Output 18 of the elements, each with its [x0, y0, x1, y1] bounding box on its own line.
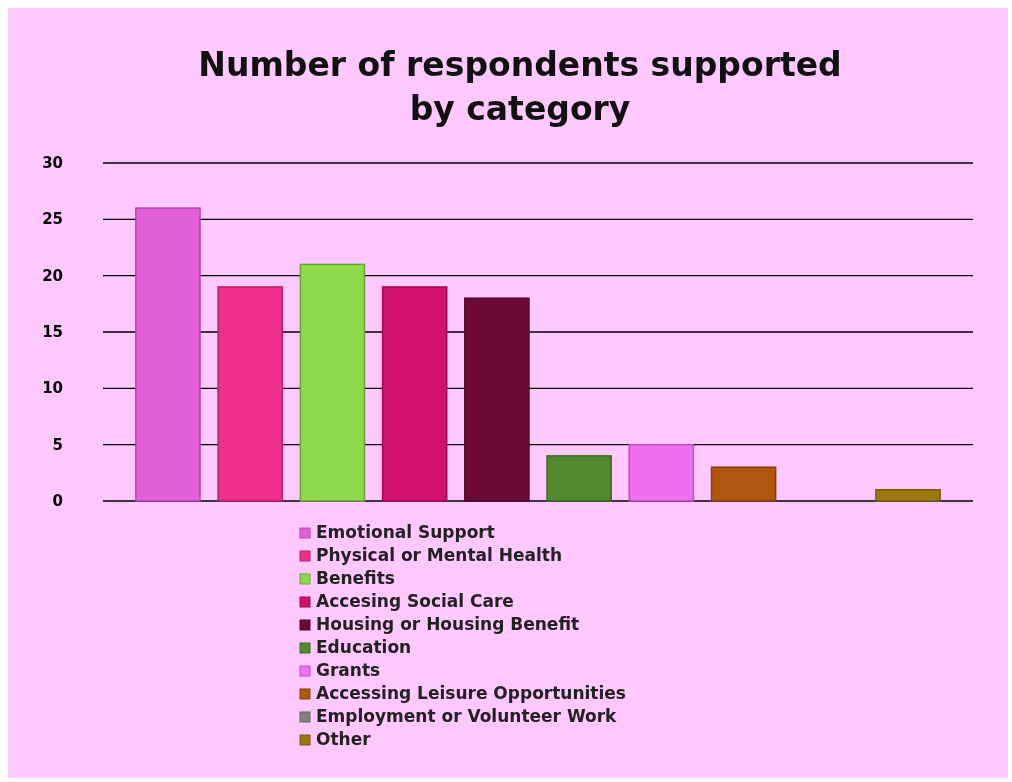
y-tick-label: 25 — [42, 210, 63, 229]
y-tick-label: 5 — [52, 435, 63, 454]
legend-label: Accesing Social Care — [316, 591, 514, 611]
legend-label: Accessing Leisure Opportunities — [316, 683, 626, 703]
y-tick-label: 20 — [42, 266, 63, 285]
legend-label: Other — [316, 729, 372, 749]
legend-label: Employment or Volunteer Work — [316, 706, 618, 726]
legend-label: Education — [316, 637, 412, 657]
legend-label: Benefits — [316, 568, 395, 588]
y-tick-label: 10 — [42, 379, 63, 398]
y-tick-label: 0 — [52, 492, 63, 510]
chart-title: Number of respondents supported by category — [198, 45, 842, 128]
legend-label: Emotional Support — [316, 522, 495, 542]
legend-label: Physical or Mental Health — [316, 545, 563, 565]
legend-label: Grants — [316, 660, 381, 680]
y-tick-label: 30 — [42, 154, 63, 172]
y-tick-label: 15 — [42, 323, 63, 341]
legend-label: Housing or Housing Benefit — [316, 614, 580, 634]
